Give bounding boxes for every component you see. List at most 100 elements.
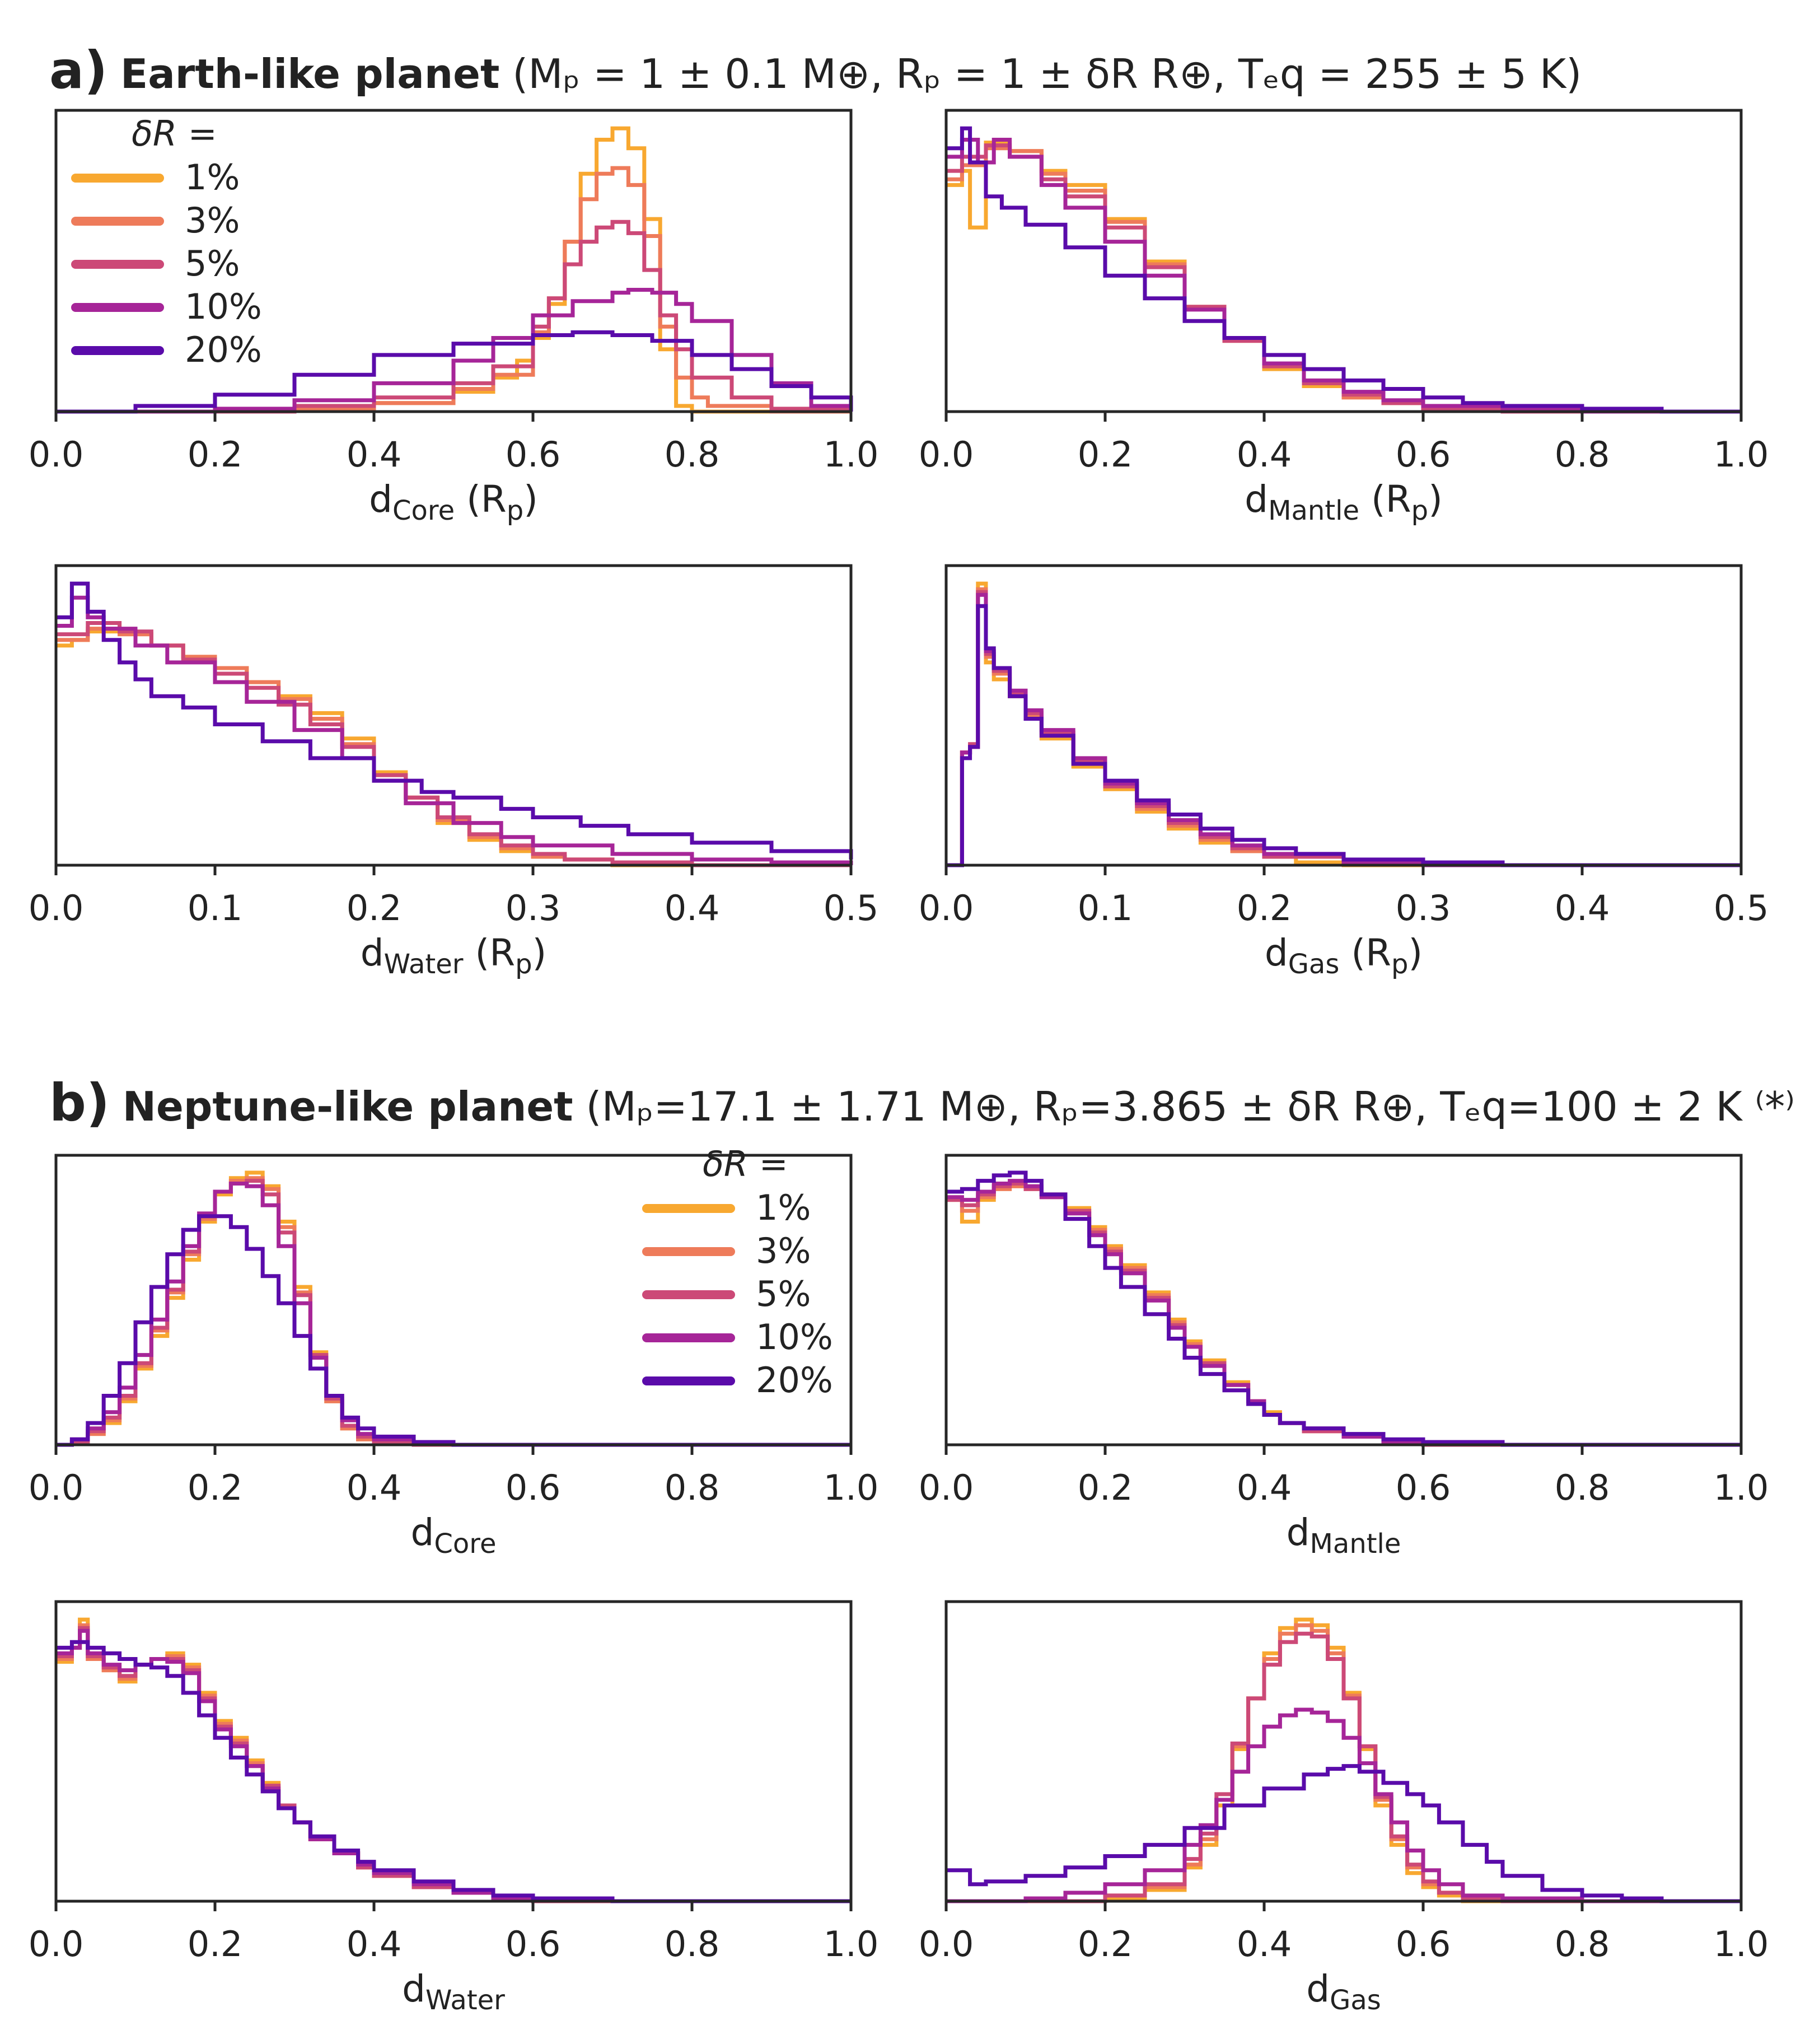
series-a-gas-10pct [946, 592, 1741, 867]
series-b-gas-20pct [946, 1764, 1741, 1903]
panel-b-core: 0.0 0.2 0.4 0.6 0.8 1.0 [29, 1154, 879, 1508]
panel-b-mantle: 0.0 0.2 0.4 0.6 0.8 1.0 [919, 1154, 1769, 1508]
x-tick-label: 0.0 [919, 1467, 974, 1508]
axes-frame [944, 1600, 1743, 1903]
x-tick-label: 0.4 [665, 888, 720, 928]
series-a-water-10pct [56, 595, 853, 865]
x-tick-label: 0.0 [919, 888, 974, 928]
panel-a-water: 0.0 0.1 0.2 0.3 0.4 0.5 [29, 564, 879, 928]
axes-frame [54, 1600, 853, 1903]
legend-label: 1% [756, 1187, 811, 1228]
legend-label: 5% [756, 1273, 811, 1314]
section-a-letter: a) [49, 40, 108, 100]
series-a-core-5pct [56, 220, 853, 414]
x-tick-label: 0.4 [1237, 434, 1292, 475]
legend-label: 3% [756, 1230, 811, 1271]
x-tick-label: 0.2 [188, 1924, 243, 1964]
x-tick-label: 0.8 [1555, 434, 1610, 475]
series-a-gas-20pct [946, 604, 1741, 867]
x-tick-label: 0.5 [824, 888, 879, 928]
x-tick-label: 1.0 [824, 434, 879, 475]
series-b-gas-5pct [946, 1631, 1741, 1903]
x-tick-label: 0.2 [1078, 434, 1133, 475]
x-tick-label: 0.0 [29, 888, 84, 928]
x-tick-label: 1.0 [824, 1924, 879, 1964]
x-axis-label-a-core: dCore (Rp) [369, 478, 538, 526]
x-tick-label: 0.2 [1078, 1467, 1133, 1508]
section-b-params: (Mₚ=17.1 ± 1.71 M⊕, Rₚ=3.865 ± δR R⊕, Tₑ… [586, 1083, 1796, 1130]
series-a-core-3pct [56, 166, 851, 414]
x-tick-label: 0.3 [1396, 888, 1451, 928]
x-tick-label: 1.0 [1714, 434, 1769, 475]
axes-frame [54, 109, 853, 413]
legend-label: 10% [185, 286, 262, 327]
series-b-core-5pct [56, 1179, 851, 1447]
series-a-core-20pct [56, 330, 853, 414]
series-b-water-5pct [56, 1626, 851, 1903]
x-tick-label: 0.8 [665, 1924, 720, 1964]
x-tick-label: 0.4 [1237, 1924, 1292, 1964]
x-tick-label: 0.4 [1555, 888, 1610, 928]
x-tick-label: 1.0 [1714, 1924, 1769, 1964]
series-a-gas-3pct [946, 587, 1741, 867]
x-axis-label-b-mantle: dMantle [1286, 1511, 1401, 1560]
x-tick-label: 0.1 [188, 888, 243, 928]
x-tick-label: 0.1 [1078, 888, 1133, 928]
axes-frame [54, 1154, 853, 1446]
x-tick-label: 0.8 [665, 434, 720, 475]
x-axis-label-b-core: dCore [410, 1511, 497, 1560]
series-a-gas-1pct [946, 581, 1741, 867]
x-tick-label: 0.8 [1555, 1924, 1610, 1964]
x-tick-label: 0.6 [1396, 1924, 1451, 1964]
x-tick-label: 0.6 [506, 1467, 561, 1508]
panel-a-mantle: 0.0 0.2 0.4 0.6 0.8 1.0 [919, 109, 1769, 475]
legend-label: 10% [756, 1317, 833, 1357]
axes-frame [944, 109, 1743, 413]
legend-title: δR = [132, 113, 217, 154]
series-b-core-1pct [56, 1170, 851, 1447]
x-axis-label-b-gas: dGas [1306, 1967, 1381, 2016]
x-tick-label: 0.6 [1396, 434, 1451, 475]
section-a-name: Earth-like planet [120, 50, 500, 97]
x-tick-label: 0.4 [347, 1924, 402, 1964]
series-a-mantle-10pct [946, 138, 1741, 414]
x-tick-label: 0.2 [347, 888, 402, 928]
legend-label: 20% [756, 1360, 833, 1401]
axes-frame [944, 564, 1743, 867]
series-b-core-3pct [56, 1176, 851, 1447]
x-tick-label: 0.0 [29, 1924, 84, 1964]
x-tick-label: 0.2 [188, 1467, 243, 1508]
series-b-core-10pct [56, 1182, 851, 1447]
panel-a-gas: 0.0 0.1 0.2 0.3 0.4 0.5 [919, 564, 1769, 928]
series-b-core-20pct [56, 1214, 851, 1447]
section-a-title: a) Earth-like planet (Mₚ = 1 ± 0.1 M⊕, R… [49, 40, 1582, 100]
series-a-water-20pct [56, 581, 853, 860]
x-tick-label: 1.0 [824, 1467, 879, 1508]
x-tick-label: 0.0 [29, 1467, 84, 1508]
x-tick-label: 0.6 [506, 1924, 561, 1964]
x-tick-label: 0.2 [1078, 1924, 1133, 1964]
x-tick-label: 0.5 [1714, 888, 1769, 928]
x-tick-label: 0.6 [506, 434, 561, 475]
series-b-mantle-5pct [946, 1182, 1741, 1447]
panel-a-core: 0.0 0.2 0.4 0.6 0.8 1.0 [29, 109, 879, 475]
x-tick-label: 1.0 [1714, 1467, 1769, 1508]
legend-b: δR =1%3%5%10%20% [642, 1144, 833, 1401]
series-a-mantle-20pct [946, 126, 1741, 414]
legend-a: δR =1%3%5%10%20% [71, 113, 262, 370]
series-b-gas-10pct [946, 1707, 1741, 1903]
x-tick-label: 0.4 [347, 1467, 402, 1508]
axes-frame [944, 1154, 1743, 1446]
x-axis-label-b-water: dWater [402, 1967, 505, 2016]
x-tick-label: 0.6 [1396, 1467, 1451, 1508]
x-tick-label: 0.0 [29, 434, 84, 475]
x-tick-label: 0.2 [188, 434, 243, 475]
x-axis-label-a-mantle: dMantle (Rp) [1245, 478, 1443, 526]
x-tick-label: 0.3 [506, 888, 561, 928]
x-tick-label: 0.8 [1555, 1467, 1610, 1508]
x-tick-label: 0.2 [1237, 888, 1292, 928]
series-a-water-5pct [56, 621, 851, 867]
series-b-gas-1pct [946, 1617, 1741, 1903]
series-b-mantle-3pct [946, 1184, 1741, 1447]
